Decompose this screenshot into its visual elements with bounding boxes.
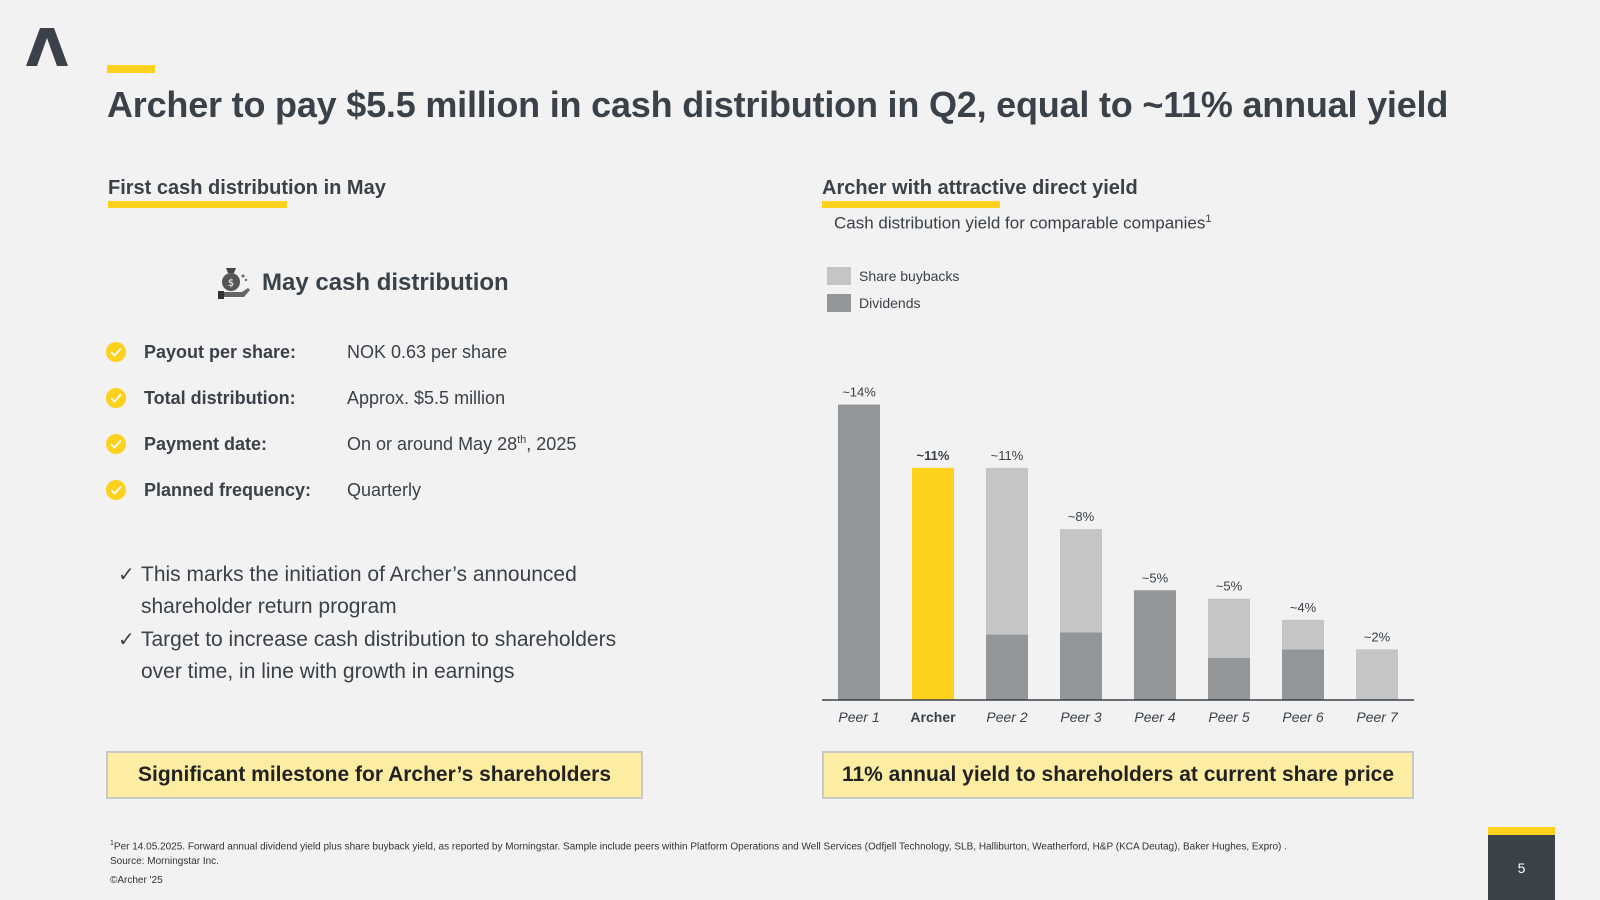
bar-dividends-archer xyxy=(912,467,954,700)
bar-dividends-peer-2 xyxy=(986,634,1028,700)
category-label: Peer 6 xyxy=(1282,709,1323,725)
detail-value: NOK 0.63 per share xyxy=(347,341,508,362)
right-section-title: Archer with attractive direct yield xyxy=(822,177,1138,199)
legend-item-buybacks: Share buybacks xyxy=(827,267,959,285)
chart-subtitle-text: Cash distribution yield for comparable c… xyxy=(834,213,1206,233)
right-callout-box: 11% annual yield to shareholders at curr… xyxy=(822,751,1414,799)
bar-buybacks-peer-6 xyxy=(1282,619,1324,650)
page-number-accent xyxy=(1488,827,1555,835)
category-label: Peer 4 xyxy=(1134,709,1175,725)
bar-dividends-peer-6 xyxy=(1282,649,1324,700)
bullet-item: ✓ This marks the initiation of Archer’s … xyxy=(118,559,661,623)
legend-swatch-dividends xyxy=(827,294,851,312)
detail-label: Payout per share: xyxy=(144,341,297,362)
bar-buybacks-peer-5 xyxy=(1208,598,1250,658)
bar-dividends-peer-5 xyxy=(1208,657,1250,700)
data-label: ~4% xyxy=(1290,600,1317,615)
page-number-box xyxy=(1488,827,1555,900)
data-label: ~14% xyxy=(842,385,876,400)
detail-row-payout: Payout per share: NOK 0.63 per share xyxy=(106,339,507,365)
svg-text:$: $ xyxy=(228,278,234,289)
category-label: Peer 1 xyxy=(838,709,879,725)
detail-value-sup: th xyxy=(517,433,527,446)
detail-label: Total distribution: xyxy=(144,387,296,408)
bar-dividends-peer-4 xyxy=(1134,590,1176,700)
chart-subtitle: Cash distribution yield for comparable c… xyxy=(834,213,1211,234)
bar-buybacks-peer-2 xyxy=(986,467,1028,635)
detail-value-part: , 2025 xyxy=(526,433,577,454)
checkmark-icon: ✓ xyxy=(118,629,135,651)
data-label: ~11% xyxy=(917,448,950,463)
bar-buybacks-peer-3 xyxy=(1060,529,1102,633)
category-label: Peer 2 xyxy=(986,709,1027,725)
category-label: Archer xyxy=(910,709,956,725)
data-label: ~8% xyxy=(1068,509,1095,524)
check-circle-icon xyxy=(106,342,126,362)
chart-subtitle-sup: 1 xyxy=(1205,213,1212,225)
legend-label: Share buybacks xyxy=(859,268,960,284)
data-label: ~5% xyxy=(1142,570,1169,585)
money-bag-hand-icon: $ xyxy=(218,268,250,299)
check-circle-icon xyxy=(106,388,126,408)
copyright: ©Archer '25 xyxy=(110,875,163,886)
category-label: Peer 7 xyxy=(1356,709,1398,725)
footnote-source: Source: Morningstar Inc. xyxy=(110,856,219,868)
check-circle-icon xyxy=(106,434,126,454)
category-label: Peer 5 xyxy=(1208,709,1249,725)
checkmark-icon: ✓ xyxy=(118,564,135,586)
detail-label: Planned frequency: xyxy=(144,479,312,500)
check-circle-icon xyxy=(106,480,126,500)
data-label: ~11% xyxy=(991,448,1024,463)
data-label: ~5% xyxy=(1216,579,1243,594)
left-section-underline xyxy=(108,201,287,208)
detail-value-part: On or around May 28 xyxy=(347,433,518,454)
legend-swatch-buybacks xyxy=(827,267,851,285)
data-label: ~2% xyxy=(1364,629,1391,644)
bullet-text: This marks the initiation of Archer’s an… xyxy=(141,563,577,618)
detail-row-total: Total distribution: Approx. $5.5 million xyxy=(106,385,505,411)
legend-label: Dividends xyxy=(859,295,921,311)
footnote: 1Per 14.05.2025. Forward annual dividend… xyxy=(110,836,1287,869)
bar-buybacks-peer-7 xyxy=(1356,649,1398,700)
detail-value: On or around May 28th, 2025 xyxy=(347,434,576,455)
bullet-item: ✓ Target to increase cash distribution t… xyxy=(118,624,661,688)
detail-value: Approx. $5.5 million xyxy=(347,387,506,408)
footnote-line: 1Per 14.05.2025. Forward annual dividend… xyxy=(110,836,1287,854)
page-title: Archer to pay $5.5 million in cash distr… xyxy=(107,84,1449,125)
detail-row-payment-date: Payment date: On or around May 28th, 202… xyxy=(106,431,576,457)
bar-dividends-peer-3 xyxy=(1060,632,1102,700)
detail-value: Quarterly xyxy=(347,479,422,500)
left-section-title: First cash distribution in May xyxy=(108,177,386,199)
card-heading: May cash distribution xyxy=(262,269,509,296)
page-number: 5 xyxy=(1517,860,1526,876)
left-callout-box: Significant milestone for Archer’s share… xyxy=(106,751,643,799)
footnote-sup: 1 xyxy=(110,840,114,847)
bullet-text: Target to increase cash distribution to … xyxy=(141,628,617,683)
legend-item-dividends: Dividends xyxy=(827,294,920,312)
detail-row-frequency: Planned frequency: Quarterly xyxy=(106,477,421,503)
archer-logo xyxy=(26,28,68,66)
footnote-text: Per 14.05.2025. Forward annual dividend … xyxy=(113,841,1287,853)
category-label: Peer 3 xyxy=(1060,709,1101,725)
detail-label: Payment date: xyxy=(144,433,268,454)
bar-dividends-peer-1 xyxy=(838,404,880,700)
right-section-underline xyxy=(822,201,1000,208)
title-accent-bar xyxy=(107,65,155,73)
card-heading-group: $ May cash distribution xyxy=(216,266,509,300)
